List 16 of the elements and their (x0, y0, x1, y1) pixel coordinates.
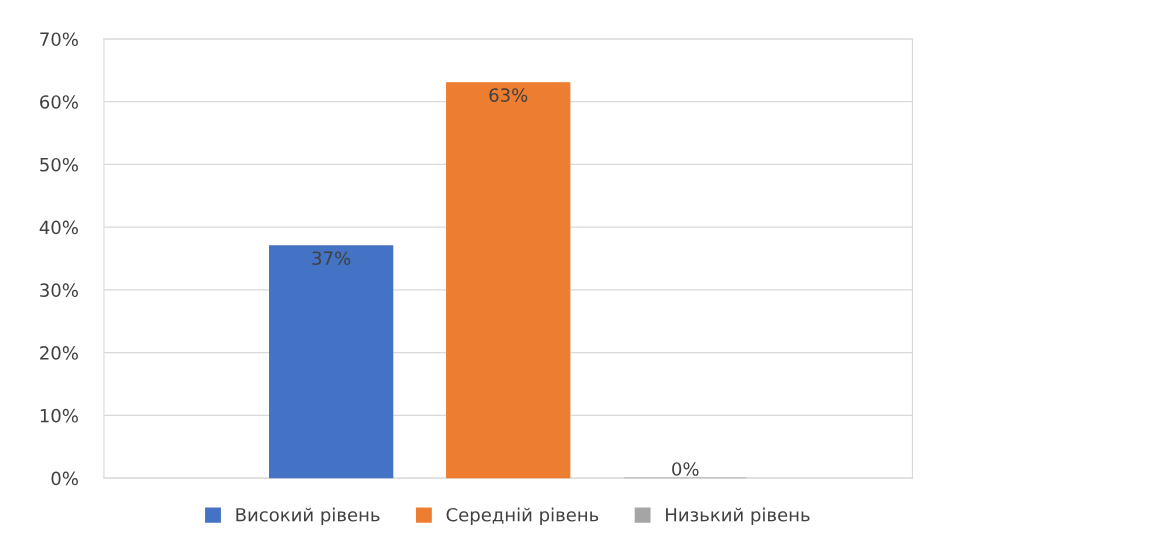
legend-label: Низький рівень (666, 507, 810, 526)
y-tick-label: 50% (40, 157, 78, 172)
y-tick-label: 30% (40, 283, 78, 298)
y-tick-label: 60% (40, 95, 78, 109)
legend-label: Середній рівень (446, 507, 599, 526)
bar (446, 82, 571, 479)
y-tick-label: 70% (40, 32, 78, 47)
data-label: 63% (489, 88, 528, 102)
y-tick-label: 10% (40, 408, 78, 423)
data-label: 0% (672, 462, 699, 476)
y-tick-label: 20% (40, 346, 78, 360)
legend-label: Високий рівень (236, 507, 380, 526)
data-label: 37% (312, 251, 351, 266)
y-tick-label: 40% (39, 220, 78, 235)
bar (268, 245, 394, 479)
y-tick-label: 0% (51, 471, 78, 486)
